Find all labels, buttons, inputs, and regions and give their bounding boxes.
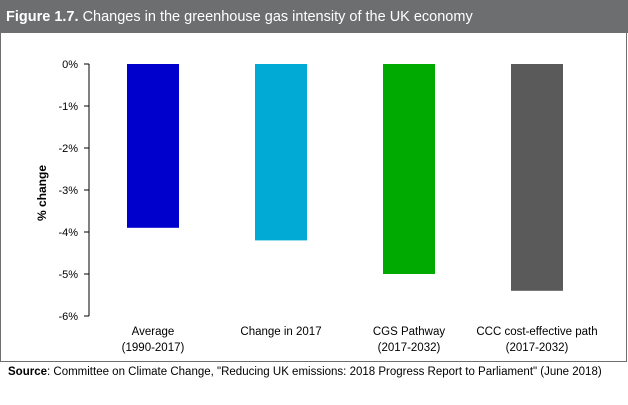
bar bbox=[383, 64, 435, 274]
y-tick-label: -6% bbox=[58, 311, 78, 323]
x-tick-label: CGS Pathway bbox=[373, 326, 445, 338]
source-note: Source: Committee on Climate Change, "Re… bbox=[8, 365, 623, 380]
y-tick-label: -1% bbox=[58, 101, 78, 113]
source-text: : Committee on Climate Change, "Reducing… bbox=[47, 366, 602, 378]
bars bbox=[127, 64, 563, 291]
figure-header: Figure 1.7. Changes in the greenhouse ga… bbox=[0, 0, 628, 33]
y-tick-label: -3% bbox=[58, 185, 78, 197]
y-tick-label: -5% bbox=[58, 269, 78, 281]
figure-title: Changes in the greenhouse gas intensity … bbox=[82, 9, 473, 25]
x-tick-label: CCC cost-effective path bbox=[476, 326, 597, 338]
x-tick-label: (2017-2032) bbox=[506, 342, 569, 354]
y-axis-label: % change bbox=[35, 165, 49, 221]
chart-frame: % change 0% -1% -2% -3% -4% -5% -6% Average (19… bbox=[0, 33, 627, 362]
bar-chart: % change 0% -1% -2% -3% -4% -5% -6% Average (19… bbox=[35, 59, 598, 354]
x-tick-label: (2017-2032) bbox=[378, 342, 441, 354]
source-label: Source bbox=[8, 366, 47, 378]
bar bbox=[511, 64, 563, 291]
y-tick-label: -4% bbox=[58, 227, 78, 239]
y-axis-ticks: 0% -1% -2% -3% -4% -5% -6% bbox=[58, 59, 89, 323]
x-tick-label: Average bbox=[132, 326, 175, 338]
x-axis-labels: Average (1990-2017) Change in 2017 CGS Path… bbox=[122, 326, 598, 354]
y-tick-label: 0% bbox=[62, 59, 78, 71]
bar bbox=[127, 64, 179, 228]
y-tick-label: -2% bbox=[58, 143, 78, 155]
x-tick-label: Change in 2017 bbox=[240, 326, 321, 338]
bar bbox=[255, 64, 307, 241]
figure-number: Figure 1.7. bbox=[6, 9, 79, 25]
x-tick-label: (1990-2017) bbox=[122, 342, 185, 354]
